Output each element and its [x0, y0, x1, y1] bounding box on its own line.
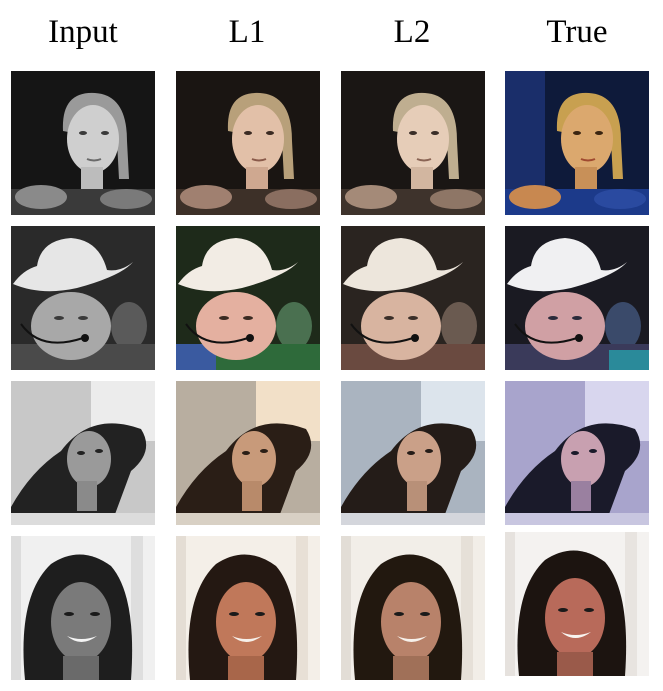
image-row3-l1: [176, 381, 320, 525]
column-header-true: True: [546, 14, 608, 50]
image-row1-l1: [176, 71, 320, 215]
image-row2-l1: [176, 226, 320, 370]
image-row4-l1: [176, 536, 320, 680]
image-row2-l2: [341, 226, 485, 370]
image-row4-l2: [341, 536, 485, 680]
image-row4-input: [11, 536, 155, 680]
column-header-l2: L2: [393, 14, 431, 50]
column-header-l1: L1: [228, 14, 266, 50]
image-row3-true: [505, 381, 649, 525]
column-header-input: Input: [48, 14, 118, 50]
image-row4-true: [505, 532, 649, 676]
image-row2-input: [11, 226, 155, 370]
image-row3-l2: [341, 381, 485, 525]
image-row3-input: [11, 381, 155, 525]
image-row1-l2: [341, 71, 485, 215]
image-row2-true: [505, 226, 649, 370]
image-row1-true: [505, 71, 649, 215]
image-row1-input: [11, 71, 155, 215]
